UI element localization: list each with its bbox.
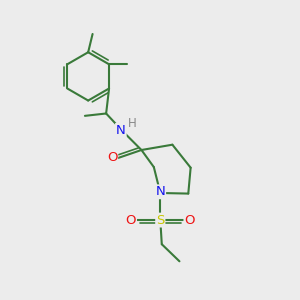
Text: O: O [126, 214, 136, 226]
Text: S: S [156, 214, 164, 226]
Text: N: N [155, 185, 165, 198]
Text: N: N [116, 124, 126, 137]
Text: H: H [128, 117, 137, 130]
Text: O: O [184, 214, 195, 226]
Text: O: O [107, 151, 117, 164]
